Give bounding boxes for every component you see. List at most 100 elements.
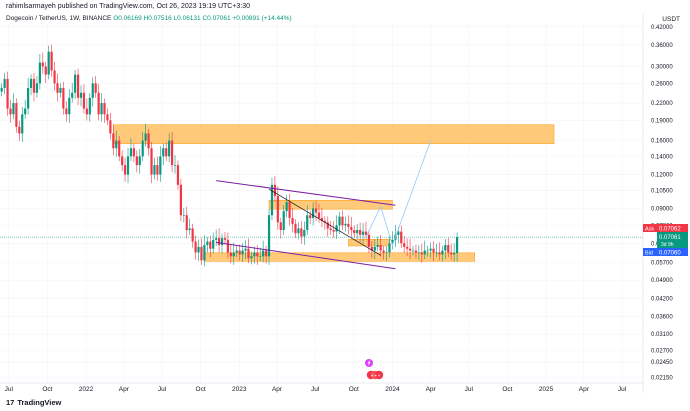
last-price-value: 0.07061 [659,235,681,241]
candle [153,157,156,180]
candle [332,221,335,238]
candle [450,243,453,261]
y-tick-label: 0.10500 [651,188,673,194]
candle [444,239,447,260]
candle [141,131,144,162]
candle-body [347,223,350,227]
candle-body [232,252,235,257]
y-tick-label: 0.02450 [651,360,673,366]
candle-body [306,215,309,230]
candle [135,150,138,173]
candle-body [312,208,315,219]
candle-body [329,228,332,230]
candle [176,160,180,190]
candle-body [129,148,133,157]
candle [24,99,27,120]
lightning-icon[interactable] [365,359,373,367]
candle-body [200,246,203,261]
candle-body [71,92,74,98]
candle-body [397,231,400,235]
bid-tag: Bid 0.07060 [643,248,688,257]
bar-countdown: 3d 9h [661,242,674,248]
candle-body [150,148,153,175]
candle [162,143,165,165]
candle-body [273,184,277,197]
candle [191,223,194,248]
candle [129,138,133,162]
candle-body [279,222,282,230]
x-tick-label: Oct [349,386,359,393]
candle [168,133,171,163]
candle [253,246,256,264]
candle-body [370,246,373,251]
trend-lines[interactable] [216,140,432,270]
price-axis[interactable]: 0.42000 0.36000 0.30000 0.26000 0.22000 0.190… [651,25,673,382]
candle [361,222,365,244]
x-tick-label: Apr [426,386,437,393]
currency-label[interactable]: USDT [662,16,680,23]
support-resistance-zones[interactable] [113,124,555,262]
y-tick-label: 0.03100 [651,332,673,338]
x-tick-label: Oct [502,386,512,393]
candle-body [188,228,191,230]
y-tick-label: 0.30000 [651,64,673,70]
candle-body [56,83,59,93]
candle-body [247,248,250,259]
candle-body [179,184,182,216]
candle [100,93,103,122]
candle [247,238,250,264]
candle-body [253,252,256,257]
candle [250,251,253,265]
candle-body [235,250,238,253]
candle [267,209,271,265]
candle-body [18,126,21,134]
symbol-legend[interactable]: Dogecoin / TetherUS, 1W, BINANCE O0.0616… [6,15,292,22]
candle-body [94,83,97,93]
candle [27,78,30,115]
symbol-title: Dogecoin / TetherUS, 1W, BINANCE [6,15,112,22]
candle-body [432,248,435,253]
candle-body [3,78,6,88]
projection-path [365,140,432,247]
candle-body [53,70,56,84]
candle [6,71,9,116]
candle-body [9,108,12,115]
candle [432,241,435,262]
candle-body [320,218,324,221]
candle [270,177,274,221]
candle-body [209,241,212,249]
candle-body [341,216,344,226]
ask-tag: Ask 0.07062 [643,224,688,233]
event-flags-icon[interactable]: + + + [366,370,384,380]
candle-body [162,148,165,157]
candle [15,98,18,133]
y-tick-label: 0.16000 [651,139,673,145]
candle [417,245,420,260]
candle-body [138,156,141,166]
x-tick-label: Jul [5,386,14,393]
candle [38,53,41,90]
candles[interactable] [0,44,459,267]
candle [138,149,141,174]
candle-body [226,239,230,253]
time-axis[interactable]: Jul Oct 2022 Apr Jul Oct 2023 Apr Jul Oct 2024 Apr J… [5,386,627,393]
candle [329,221,332,235]
y-tick-label: 0.05700 [651,260,673,266]
tradingview-logo[interactable]: 17 TradingView [6,398,61,407]
candle-body [297,228,300,234]
candle-body [176,165,180,185]
candle [438,242,441,261]
candle-body [203,245,206,261]
candle [115,130,118,157]
candle [47,45,50,80]
candle [109,113,112,140]
candle [408,238,412,260]
candle-body [168,140,171,157]
candle-body [244,248,247,251]
candle [370,240,373,258]
candle-body [74,74,77,93]
candle [455,232,459,262]
candle-body [15,103,18,127]
candle [18,120,21,141]
